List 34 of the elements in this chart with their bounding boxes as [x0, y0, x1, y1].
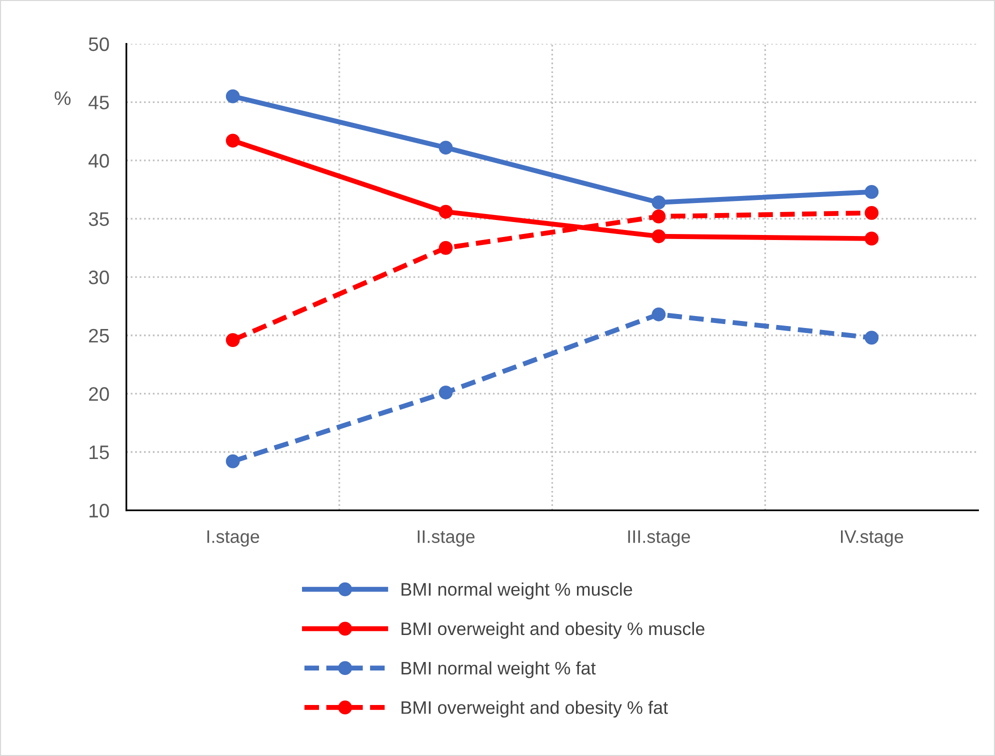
x-tick-label: I.stage [207, 530, 260, 547]
y-tick-label: 45 [88, 96, 109, 110]
y-tick-label: 35 [88, 212, 109, 226]
y-tick-label: 10 [90, 504, 109, 518]
x-tick-label: IV.stage [840, 530, 904, 547]
point [864, 232, 879, 246]
y-tick-label: 15 [90, 446, 109, 460]
point [226, 333, 240, 347]
point [864, 330, 879, 345]
point [652, 307, 666, 322]
y-axis-title: % [54, 91, 71, 105]
legend-label: BMI normal weight % muscle [402, 582, 632, 600]
point [864, 206, 879, 220]
point [438, 240, 453, 255]
point [652, 229, 666, 244]
legend-label: BMI overweight and obesity % muscle [402, 622, 704, 639]
x-tick-label: III.stage [628, 530, 690, 547]
point [226, 454, 240, 468]
point [864, 185, 879, 199]
point [226, 89, 240, 104]
legend-label: BMI overweight and obesity % fat [402, 700, 668, 718]
point [652, 195, 666, 210]
y-tick-label: 50 [88, 37, 109, 52]
y-tick-label: 30 [88, 270, 109, 284]
y-tick-label: 25 [89, 328, 109, 343]
point [226, 134, 240, 148]
point [438, 140, 453, 155]
point [652, 209, 666, 224]
x-tick-label: II.stage [418, 530, 475, 547]
legend-label: BMI normal weight % fat [402, 661, 596, 678]
y-tick-label: 20 [89, 387, 109, 401]
point [438, 386, 453, 400]
point [438, 204, 453, 219]
y-tick-label: 40 [88, 154, 109, 168]
